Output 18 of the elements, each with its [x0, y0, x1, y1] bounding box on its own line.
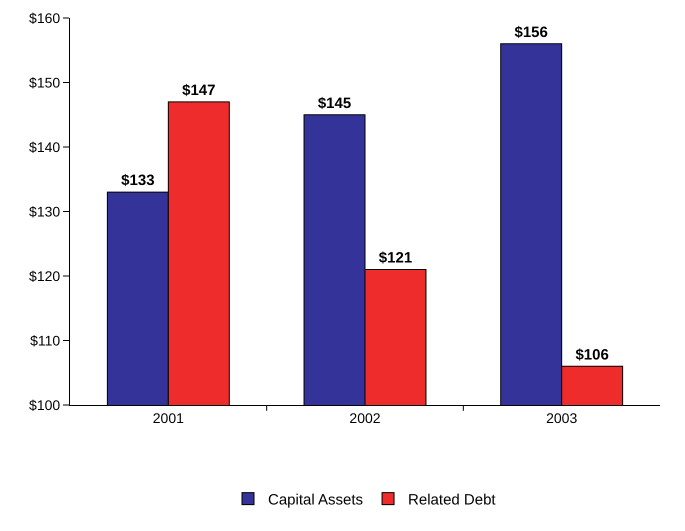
data-label: $156	[514, 24, 548, 41]
legend-label: Related Debt	[408, 492, 496, 508]
y-tick-label: $110	[30, 332, 60, 348]
data-label: $106	[575, 346, 609, 364]
legend-label: Capital Assets	[268, 492, 364, 508]
y-tick-label: $130	[29, 203, 60, 220]
data-label: $145	[318, 94, 352, 112]
data-label: $121	[378, 250, 412, 267]
x-tick-label: 2002	[349, 410, 381, 426]
y-tick-label: $140	[29, 138, 60, 155]
data-label: $133	[121, 172, 155, 190]
y-tick-label: $100	[29, 396, 60, 413]
y-tick-label: $150	[29, 74, 60, 90]
x-tick-label: 2003	[546, 410, 578, 426]
data-label: $147	[182, 82, 216, 99]
y-tick-label: $120	[29, 268, 60, 284]
x-tick-label: 2001	[152, 410, 184, 426]
y-tick-label: $160	[29, 10, 60, 26]
